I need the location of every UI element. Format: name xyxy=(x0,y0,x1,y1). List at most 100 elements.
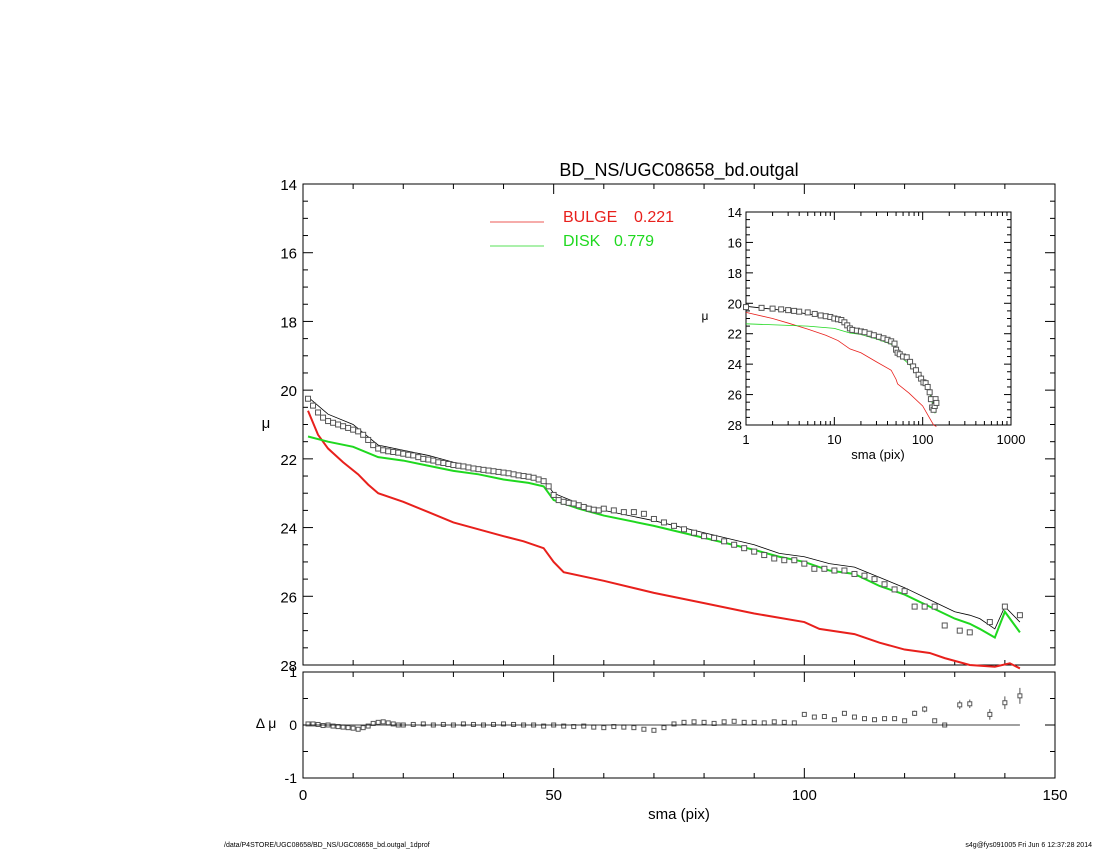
main-data-point xyxy=(580,503,587,510)
main-data-point xyxy=(305,395,312,402)
main-data-point xyxy=(425,456,432,463)
residual-data-point xyxy=(380,719,386,725)
inset-ytick-label: 16 xyxy=(728,235,742,250)
main-data-point xyxy=(1001,603,1008,610)
main-data-point xyxy=(640,510,647,517)
main-data-point xyxy=(791,557,798,564)
main-data-point xyxy=(345,424,352,431)
legend-disk-value: 0.779 xyxy=(614,233,654,250)
residual-data-point xyxy=(501,721,507,727)
residual-data-point xyxy=(1017,693,1023,699)
main-data-point xyxy=(410,452,417,459)
residual-data-point xyxy=(345,725,351,731)
main-data-point xyxy=(435,459,442,466)
main-data-point xyxy=(781,557,788,564)
residual-data-point xyxy=(791,720,797,726)
main-data-point xyxy=(325,418,332,425)
main-data-point xyxy=(630,509,637,516)
residual-data-point xyxy=(370,720,376,726)
residual-data-point xyxy=(661,725,667,731)
main-data-point xyxy=(535,476,542,483)
inset-data-point xyxy=(769,305,776,312)
main-data-point xyxy=(465,464,472,471)
residual-ytick-label: 1 xyxy=(289,664,297,680)
main-data-point xyxy=(390,448,397,455)
residual-data-point xyxy=(771,719,777,725)
residual-data-point xyxy=(691,719,697,725)
inset-ytick-label: 20 xyxy=(728,296,742,311)
residual-data-point xyxy=(902,718,908,724)
inset-data-point xyxy=(785,307,792,314)
residual-data-point xyxy=(561,723,567,729)
residual-data-point xyxy=(390,721,396,727)
main-data-point xyxy=(380,447,387,454)
residual-data-point xyxy=(511,721,517,727)
inset-data-point xyxy=(743,304,749,311)
residual-data-point xyxy=(641,726,647,732)
residual-data-point xyxy=(721,719,727,725)
main-data-point xyxy=(550,491,557,498)
legend: BULGE 0.221 DISK 0.779 xyxy=(490,209,674,250)
main-data-point xyxy=(395,449,402,456)
main-data-point xyxy=(881,581,888,588)
main-data-point xyxy=(520,473,527,480)
residual-data-point xyxy=(375,719,381,725)
main-data-point xyxy=(575,502,582,509)
inset-data-point xyxy=(811,310,818,317)
main-data-point xyxy=(480,466,487,473)
main-ytick-label: 18 xyxy=(280,314,297,331)
inset-data-point xyxy=(791,307,798,314)
main-ytick-label: 26 xyxy=(280,589,297,606)
main-data-point xyxy=(525,473,532,480)
legend-bulge-label: BULGE xyxy=(563,209,617,226)
residual-xtick-label: 100 xyxy=(792,787,817,804)
residual-ylabel: Δ μ xyxy=(256,715,277,731)
residual-data-point xyxy=(1002,700,1008,706)
residual-data-point xyxy=(571,724,577,730)
residual-data-point xyxy=(932,718,938,724)
residual-data-point xyxy=(821,714,827,720)
main-data-point xyxy=(455,462,462,469)
inset-xtick-label: 1000 xyxy=(997,432,1026,447)
inset-panel-frame xyxy=(745,211,1012,426)
inset-ytick-label: 22 xyxy=(728,327,742,342)
inset-data-point xyxy=(758,304,765,311)
main-data-point xyxy=(405,451,412,458)
residual-data-point xyxy=(882,716,888,722)
main-data-point xyxy=(495,468,502,475)
inset-data-point xyxy=(891,340,898,347)
main-data-point xyxy=(530,474,537,481)
inset-data-point xyxy=(778,306,785,313)
residual-data-point xyxy=(340,724,346,730)
main-data-point xyxy=(545,483,552,490)
main-data-point xyxy=(350,426,357,433)
main-profile-panel: 14 16 18 20 22 24 26 28 μ BULGE 0.221 DISK 0.77… xyxy=(262,177,1056,675)
residual-data-point xyxy=(671,721,677,727)
main-data-point xyxy=(670,522,677,529)
inset-xtick-label: 10 xyxy=(827,432,841,447)
residual-data-point xyxy=(731,718,737,724)
main-data-point xyxy=(335,421,342,428)
main-data-point xyxy=(375,445,382,452)
main-data-point xyxy=(500,469,507,476)
residual-data-point xyxy=(581,723,587,729)
main-data-point xyxy=(1016,612,1023,619)
residual-data-point xyxy=(651,727,657,733)
residual-data-point xyxy=(681,719,687,725)
main-data-point xyxy=(871,576,878,583)
residual-xtick-label: 50 xyxy=(545,787,562,804)
main-data-point xyxy=(330,419,337,426)
main-data-point xyxy=(415,454,422,461)
main-axis-ticks: 14 16 18 20 22 24 26 28 xyxy=(280,177,1056,675)
main-data-point xyxy=(986,619,993,626)
inset-data-point xyxy=(903,354,910,361)
main-data-point xyxy=(555,497,562,504)
footer-path: /data/P4STORE/UGC08658/BD_NS/UGC08658_bd… xyxy=(224,842,430,849)
residual-data-point xyxy=(355,726,361,732)
residual-data-point xyxy=(335,724,341,730)
main-total-line xyxy=(307,396,1021,630)
main-data-point xyxy=(310,402,317,409)
inset-ytick-label: 28 xyxy=(728,418,742,433)
main-data-point xyxy=(430,457,437,464)
